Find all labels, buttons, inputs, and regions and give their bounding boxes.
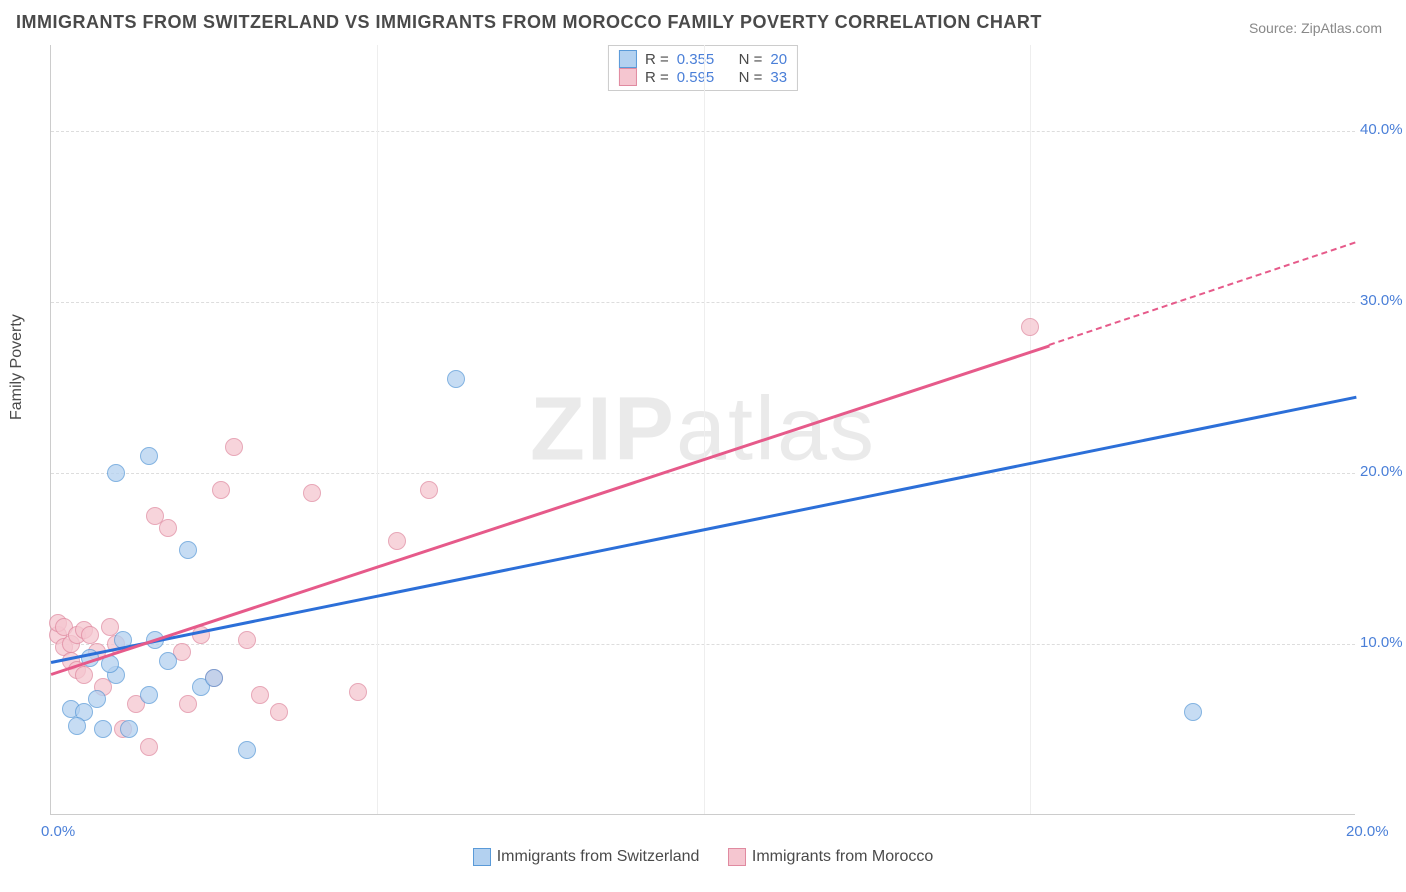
swatch-morocco bbox=[619, 68, 637, 86]
data-point-morocco bbox=[159, 519, 177, 537]
data-point-morocco bbox=[349, 683, 367, 701]
data-point-swiss bbox=[159, 652, 177, 670]
chart-title: IMMIGRANTS FROM SWITZERLAND VS IMMIGRANT… bbox=[16, 12, 1042, 33]
data-point-morocco bbox=[238, 631, 256, 649]
data-point-swiss bbox=[140, 447, 158, 465]
data-point-morocco bbox=[303, 484, 321, 502]
y-tick-label: 30.0% bbox=[1360, 292, 1406, 309]
data-point-swiss bbox=[94, 720, 112, 738]
data-point-swiss bbox=[205, 669, 223, 687]
data-point-swiss bbox=[88, 690, 106, 708]
swatch-switzerland-icon bbox=[473, 848, 491, 866]
data-point-morocco bbox=[81, 626, 99, 644]
data-point-morocco bbox=[140, 738, 158, 756]
y-tick-label: 10.0% bbox=[1360, 634, 1406, 651]
data-point-morocco bbox=[212, 481, 230, 499]
gridline-v bbox=[704, 45, 705, 814]
data-point-morocco bbox=[270, 703, 288, 721]
data-point-morocco bbox=[1021, 318, 1039, 336]
data-point-morocco bbox=[388, 532, 406, 550]
data-point-morocco bbox=[420, 481, 438, 499]
data-point-swiss bbox=[140, 686, 158, 704]
data-point-morocco bbox=[225, 438, 243, 456]
x-tick-label: 20.0% bbox=[1346, 823, 1389, 840]
data-point-swiss bbox=[1184, 703, 1202, 721]
y-tick-label: 40.0% bbox=[1360, 121, 1406, 138]
swatch-morocco-icon bbox=[728, 848, 746, 866]
y-axis-label: Family Poverty bbox=[8, 314, 26, 420]
legend-bottom: Immigrants from Switzerland Immigrants f… bbox=[0, 848, 1406, 871]
trend-line-morocco-dashed bbox=[1049, 242, 1356, 347]
data-point-swiss bbox=[120, 720, 138, 738]
gridline-v bbox=[1030, 45, 1031, 814]
source-label: Source: ZipAtlas.com bbox=[1249, 20, 1382, 36]
data-point-swiss bbox=[238, 741, 256, 759]
gridline-v bbox=[377, 45, 378, 814]
data-point-swiss bbox=[107, 464, 125, 482]
chart-plot-area: ZIPatlas R = 0.355 N = 20 R = 0.595 N = … bbox=[50, 45, 1355, 815]
swatch-switzerland bbox=[619, 50, 637, 68]
data-point-morocco bbox=[179, 695, 197, 713]
y-tick-label: 20.0% bbox=[1360, 463, 1406, 480]
x-tick-label: 0.0% bbox=[41, 823, 75, 840]
trend-line-morocco bbox=[51, 345, 1050, 676]
legend-item-morocco: Immigrants from Morocco bbox=[728, 848, 933, 866]
legend-label-morocco: Immigrants from Morocco bbox=[752, 848, 933, 866]
data-point-swiss bbox=[447, 370, 465, 388]
legend-item-switzerland: Immigrants from Switzerland bbox=[473, 848, 700, 866]
data-point-swiss bbox=[68, 717, 86, 735]
data-point-swiss bbox=[179, 541, 197, 559]
data-point-morocco bbox=[251, 686, 269, 704]
data-point-morocco bbox=[75, 666, 93, 684]
legend-label-switzerland: Immigrants from Switzerland bbox=[497, 848, 700, 866]
